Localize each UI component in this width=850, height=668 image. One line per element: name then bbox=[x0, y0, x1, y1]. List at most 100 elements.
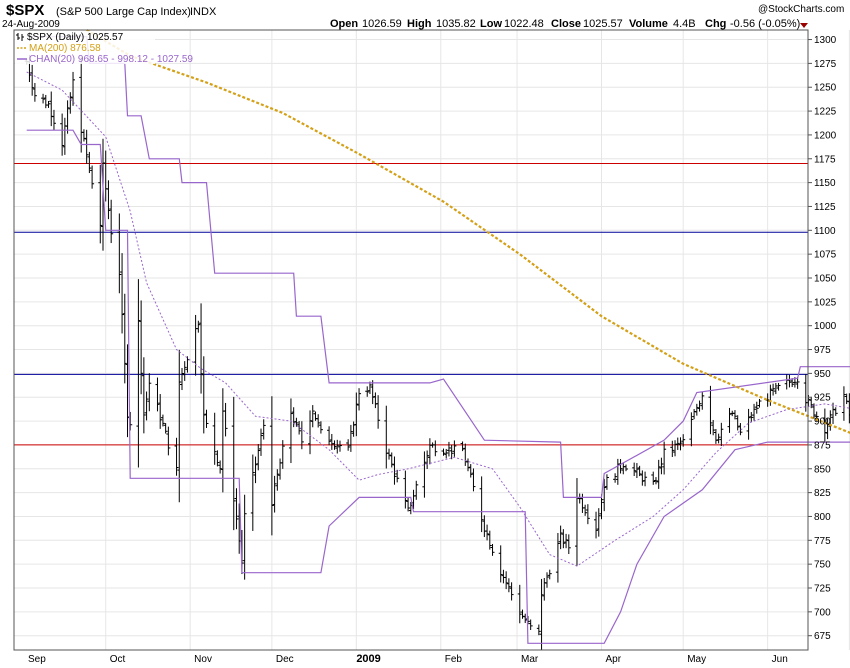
ohlc-bar bbox=[155, 377, 160, 412]
y-tick-label: 925 bbox=[814, 393, 831, 404]
ohlc-bar bbox=[624, 464, 629, 472]
legend-background bbox=[15, 31, 155, 64]
ohlc-bar bbox=[30, 64, 35, 96]
symbol-name: (S&P 500 Large Cap Index) bbox=[56, 6, 191, 18]
exchange-label: INDX bbox=[190, 6, 217, 18]
ohlc-bar bbox=[651, 471, 656, 485]
ohlc-bar bbox=[536, 624, 541, 636]
ohlc-bar bbox=[387, 448, 392, 460]
ohlc-bar bbox=[681, 434, 686, 447]
y-tick-label: 1300 bbox=[814, 35, 837, 46]
ohlc-bar bbox=[678, 437, 683, 451]
ohlc-bar bbox=[547, 569, 552, 580]
ohlc-bar bbox=[708, 385, 713, 435]
symbol-title: $SPX bbox=[6, 2, 44, 19]
ohlc-bar bbox=[318, 421, 323, 434]
ohlc-bar bbox=[196, 320, 201, 333]
y-tick-label: 725 bbox=[814, 584, 831, 595]
ohlc-bar bbox=[444, 448, 449, 459]
ohlc-bar bbox=[288, 398, 293, 464]
y-tick-label: 675 bbox=[814, 631, 831, 642]
ohlc-bar bbox=[65, 100, 70, 134]
channel-upper bbox=[26, 36, 850, 498]
x-tick-label: Sep bbox=[28, 654, 46, 665]
ohlc-bar bbox=[258, 428, 263, 456]
ohlc-bar bbox=[441, 448, 446, 456]
ohlc-bar bbox=[509, 582, 514, 601]
ohlc-bar bbox=[809, 396, 814, 409]
ohlc-bar bbox=[498, 545, 503, 583]
ohlc-bar bbox=[776, 382, 781, 391]
stat-value-high: 1035.82 bbox=[436, 18, 476, 30]
y-tick-label: 1150 bbox=[814, 178, 836, 189]
x-tick-label: 2009 bbox=[356, 653, 380, 665]
ohlc-bar bbox=[613, 473, 618, 483]
ohlc-bar bbox=[653, 477, 658, 485]
ohlc-bar bbox=[87, 151, 92, 174]
x-tick-label: Nov bbox=[194, 654, 212, 665]
ohlc-bar bbox=[201, 356, 206, 434]
ohlc-bar bbox=[719, 422, 724, 447]
ohlc-bar bbox=[231, 396, 236, 531]
stat-value-open: 1026.59 bbox=[362, 18, 402, 30]
ohlc-bar bbox=[566, 534, 571, 555]
ohlc-bar bbox=[141, 357, 146, 434]
legend: $SPX (Daily) 1025.57 MA(200) 876.58 CHAN… bbox=[15, 31, 193, 65]
ohlc-bar bbox=[713, 428, 718, 444]
ohlc-bar bbox=[468, 464, 473, 478]
ohlc-bar bbox=[528, 619, 533, 631]
ohlc-bar bbox=[365, 386, 370, 397]
x-tick-label: Oct bbox=[110, 654, 126, 665]
ohlc-bar bbox=[346, 439, 351, 451]
y-tick-label: 825 bbox=[814, 488, 831, 499]
ohlc-bar bbox=[174, 437, 179, 476]
y-tick-label: 1200 bbox=[814, 130, 837, 141]
y-tick-label: 1000 bbox=[814, 321, 837, 332]
ohlc-bar bbox=[269, 396, 274, 536]
ohlc-bar bbox=[828, 410, 833, 431]
ohlc-bar bbox=[659, 457, 664, 475]
x-tick-label: Apr bbox=[605, 654, 621, 665]
channel-lower bbox=[26, 129, 850, 644]
ohlc-bar bbox=[479, 476, 484, 533]
ohlc-bar bbox=[844, 393, 849, 405]
ohlc-bar bbox=[406, 497, 411, 512]
ohlc-bar bbox=[354, 392, 359, 437]
ohlc-bar bbox=[60, 113, 65, 156]
x-tick-label: Mar bbox=[521, 654, 539, 665]
quote-stats: Open 1026.59 High 1035.82 Low 1022.48 Cl… bbox=[330, 18, 808, 30]
ohlc-bar bbox=[144, 391, 149, 421]
ohlc-bar bbox=[596, 508, 601, 537]
ohlc-bar bbox=[757, 398, 762, 408]
x-tick-label: May bbox=[687, 654, 706, 665]
ohlc-bar bbox=[735, 415, 740, 431]
ohlc-bar bbox=[795, 377, 800, 389]
ohlc-bar bbox=[147, 373, 152, 412]
ohlc-bar bbox=[68, 92, 73, 114]
ohlc-bar bbox=[136, 279, 141, 468]
ohlc-bar bbox=[732, 410, 737, 420]
y-tick-label: 800 bbox=[814, 512, 831, 523]
ohlc-bar bbox=[46, 100, 51, 108]
stat-label-volume: Volume bbox=[629, 18, 668, 30]
ohlc-bar bbox=[212, 412, 217, 465]
ohlc-bar bbox=[517, 584, 522, 624]
ohlc-bar bbox=[822, 408, 827, 442]
ohlc-bar bbox=[41, 93, 46, 104]
ohlc-bar bbox=[370, 380, 375, 405]
ohlc-bar bbox=[811, 403, 816, 419]
x-tick-label: Dec bbox=[276, 654, 294, 665]
ohlc-bar bbox=[367, 381, 372, 395]
ohlc-bar bbox=[84, 129, 89, 164]
legend-ma: MA(200) 876.58 bbox=[29, 43, 101, 54]
stat-value-chg: -0.56 (-0.05%) bbox=[730, 18, 800, 30]
ohlc-bar bbox=[487, 530, 492, 550]
legend-channel: CHAN(20) 968.65 - 998.12 - 1027.59 bbox=[29, 54, 193, 65]
channel-middle bbox=[26, 71, 850, 567]
band-lines bbox=[14, 163, 808, 446]
ohlc-bar bbox=[694, 403, 699, 416]
ohlc-bar bbox=[51, 109, 56, 131]
ohlc-bar bbox=[389, 452, 394, 468]
ohlc-bar bbox=[746, 408, 751, 440]
ohlc-bar bbox=[291, 407, 296, 428]
